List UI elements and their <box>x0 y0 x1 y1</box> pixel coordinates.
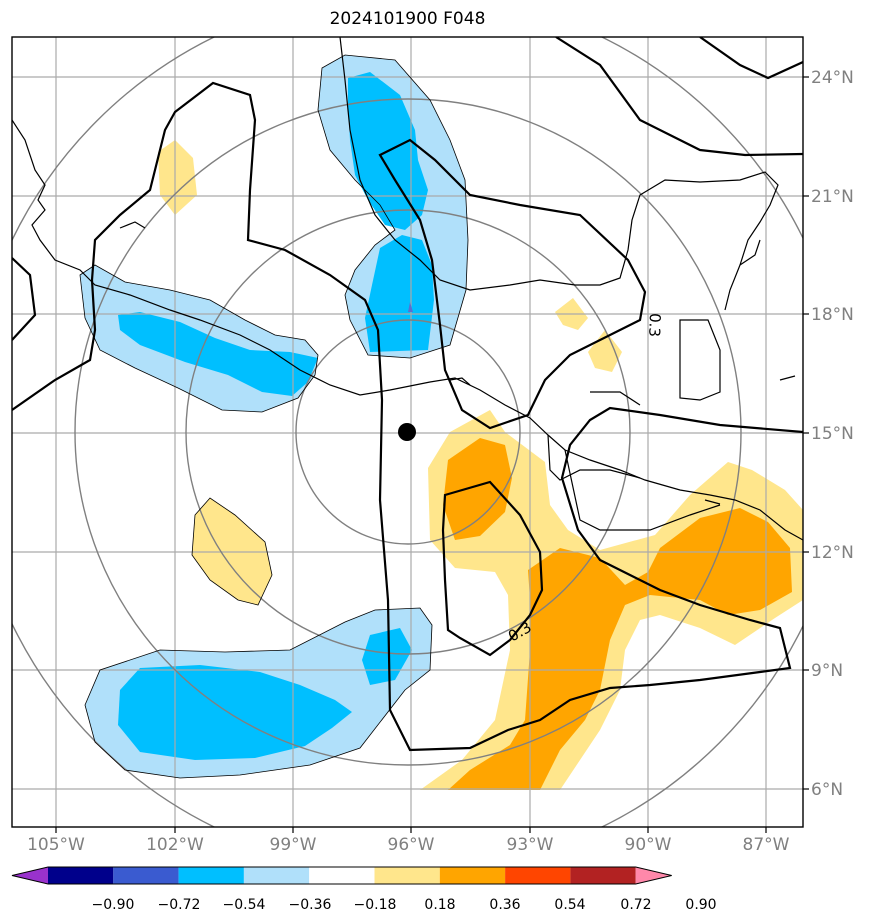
lon-label: 99°W <box>270 835 317 855</box>
thick-contours <box>12 37 803 752</box>
lat-label: 12°N <box>811 543 854 563</box>
colorbar-segment <box>374 867 440 884</box>
colorbar-segment <box>48 867 114 884</box>
map-title: 2024101900 F048 <box>329 9 486 29</box>
range-rings <box>12 37 803 827</box>
colorbar-segment <box>570 867 636 884</box>
lon-label: 96°W <box>388 835 435 855</box>
colorbar <box>11 866 672 885</box>
colorbar-tick-label: 0.54 <box>554 897 585 913</box>
colorbar-extend-max <box>635 867 672 884</box>
axis-ticks <box>55 76 809 833</box>
thin-contours <box>79 54 469 779</box>
lat-label: 9°N <box>811 661 843 681</box>
colorbar-segment <box>505 867 571 884</box>
lon-label: 105°W <box>27 835 85 855</box>
lat-label: 15°N <box>811 424 854 444</box>
colorbar-tick-label: −0.72 <box>158 897 201 913</box>
colorbar-extend-min <box>12 867 48 884</box>
colorbar-tick-label: −0.36 <box>289 897 332 913</box>
longitude-labels: 105°W 102°W 99°W 96°W 93°W 90°W 87°W <box>27 835 790 855</box>
colorbar-segment <box>243 867 310 884</box>
colorbar-tick-label: 0.90 <box>685 897 716 913</box>
colorbar-segment <box>439 867 506 884</box>
contour-label: 0.3 <box>645 313 664 337</box>
lon-label: 93°W <box>507 835 554 855</box>
colorbar-labels: −0.90 −0.72 −0.54 −0.36 −0.18 0.18 0.36 … <box>92 897 717 913</box>
colorbar-tick-label: 0.36 <box>489 897 520 913</box>
map-content <box>12 37 803 827</box>
positive-shading-medium <box>443 438 792 790</box>
lat-label: 6°N <box>811 780 843 800</box>
colorbar-tick-label: −0.90 <box>92 897 135 913</box>
colorbar-tick-label: −0.54 <box>223 897 266 913</box>
colorbar-tick-label: −0.18 <box>354 897 397 913</box>
lat-label: 24°N <box>811 68 854 88</box>
lon-label: 87°W <box>743 835 790 855</box>
map-frame <box>11 36 804 828</box>
lat-label: 21°N <box>811 187 854 207</box>
colorbar-tick-label: 0.72 <box>620 897 651 913</box>
lon-label: 102°W <box>146 835 204 855</box>
colorbar-tick-label: 0.18 <box>424 897 455 913</box>
latitude-labels: 24°N 21°N 18°N 15°N 12°N 9°N 6°N <box>811 68 854 800</box>
colorbar-segment <box>309 867 375 884</box>
coastlines <box>12 37 803 541</box>
colorbar-segment <box>113 867 179 884</box>
colorbar-segment <box>178 867 244 884</box>
colorbar-outline <box>11 866 672 885</box>
lon-label: 90°W <box>625 835 672 855</box>
lat-label: 18°N <box>811 305 854 325</box>
small-marker-icon <box>408 302 413 312</box>
storm-center-marker-icon <box>398 423 416 441</box>
